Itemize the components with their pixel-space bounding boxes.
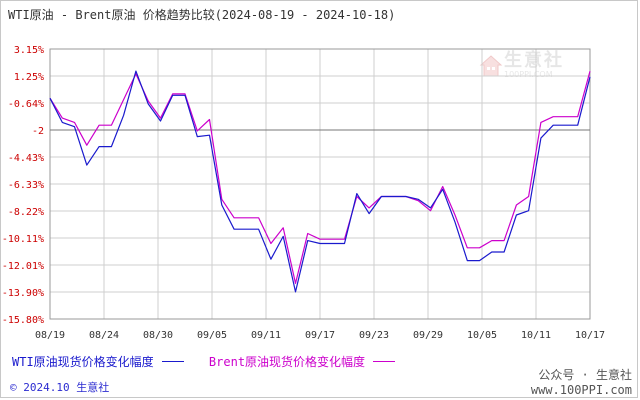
- house-logo-icon: [479, 55, 503, 77]
- x-tick-label: 09/05: [197, 330, 227, 341]
- y-tick-label: -2: [32, 126, 44, 137]
- x-tick-label: 09/29: [413, 330, 443, 341]
- legend-swatch-wti: [161, 361, 184, 362]
- y-tick-label: 1.25%: [14, 72, 44, 83]
- x-tick-label: 09/11: [251, 330, 281, 341]
- legend: WTI原油现货价格变化幅度 Brent原油现货价格变化幅度: [12, 353, 413, 370]
- y-tick-label: -8.22%: [8, 207, 44, 218]
- y-tick-label: -0.64%: [8, 99, 44, 110]
- x-tick-label: 08/30: [143, 330, 173, 341]
- footer-url: www.100PPI.com: [530, 383, 632, 397]
- footer-brand-text: 公众号 · 生意社: [538, 368, 632, 382]
- x-tick-label: 10/11: [521, 330, 551, 341]
- series-line-wti: [49, 70, 591, 293]
- legend-item-wti: WTI原油现货价格变化幅度: [12, 353, 184, 370]
- legend-item-brent: Brent原油现货价格变化幅度: [208, 353, 396, 370]
- footer-brand: 公众号 · 生意社 www.100PPI.com: [531, 366, 632, 397]
- x-tick-label: 09/23: [359, 330, 389, 341]
- x-tick-label: 10/17: [575, 330, 605, 341]
- y-tick-label: -15.80%: [2, 315, 44, 326]
- legend-label-wti: WTI原油现货价格变化幅度: [12, 355, 154, 369]
- x-tick-label: 08/24: [89, 330, 119, 341]
- y-tick-label: -6.33%: [8, 180, 44, 191]
- y-tick-label: 3.15%: [14, 45, 44, 56]
- chart-title: WTI原油 - Brent原油 价格趋势比较(2024-08-19 - 2024…: [8, 8, 396, 22]
- legend-label-brent: Brent原油现货价格变化幅度: [208, 355, 366, 369]
- watermark: 生意社 100PPI.COM: [478, 52, 564, 80]
- y-tick-label: -4.43%: [8, 153, 44, 164]
- watermark-url: 100PPI.COM: [504, 70, 553, 79]
- x-tick-label: 10/05: [467, 330, 497, 341]
- y-tick-label: -13.90%: [2, 288, 44, 299]
- legend-swatch-brent: [373, 361, 396, 362]
- y-tick-label: -10.11%: [2, 234, 44, 245]
- x-tick-label: 08/19: [35, 330, 65, 341]
- copyright: © 2024.10 生意社: [10, 381, 110, 394]
- y-tick-label: -12.01%: [2, 261, 44, 272]
- x-tick-label: 09/17: [305, 330, 335, 341]
- plot-area-border: [49, 48, 591, 320]
- watermark-name: 生意社: [504, 50, 564, 71]
